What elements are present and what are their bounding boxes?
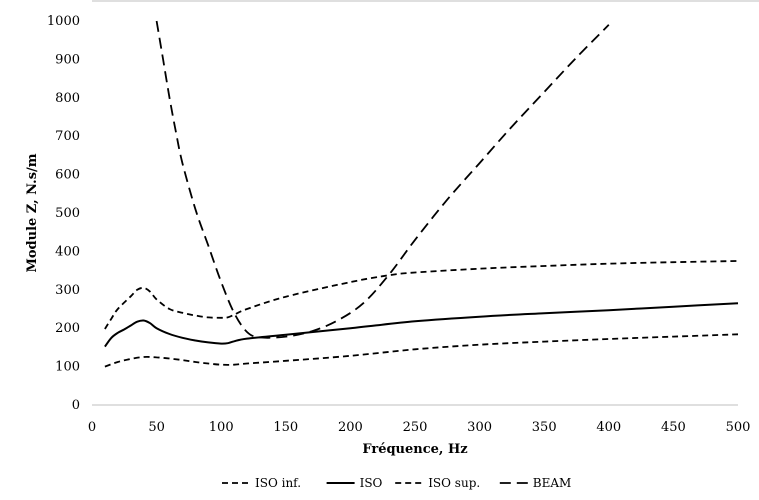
x-tick-label: 450 — [661, 420, 686, 435]
x-tick-label: 150 — [273, 420, 298, 435]
y-tick-label: 0 — [72, 398, 80, 413]
x-tick-label: 250 — [403, 420, 428, 435]
series-layer — [104, 20, 739, 368]
x-axis-title: Fréquence, Hz — [362, 442, 467, 457]
legend-item-iso-inf: ISO inf. — [222, 476, 301, 490]
y-tick-label: 600 — [55, 168, 80, 183]
x-tick-labels: 0 50 100 150 200 250 300 350 400 450 500 — [88, 420, 751, 435]
y-tick-label: 800 — [55, 91, 80, 106]
y-tick-label: 300 — [55, 283, 80, 298]
legend-label: ISO inf. — [255, 476, 301, 490]
legend-item-iso: ISO — [326, 476, 383, 490]
legend: ISO inf. ISO ISO sup. BEAM — [222, 476, 571, 490]
y-tick-label: 700 — [55, 129, 80, 144]
legend-label: BEAM — [533, 476, 572, 490]
x-tick-label: 400 — [596, 420, 621, 435]
x-tick-label: 100 — [209, 420, 234, 435]
y-tick-label: 900 — [55, 52, 80, 67]
y-tick-label: 1000 — [47, 14, 80, 29]
x-tick-label: 500 — [726, 420, 751, 435]
legend-label: ISO sup. — [428, 476, 480, 490]
y-tick-label: 400 — [55, 244, 80, 259]
x-tick-label: 200 — [338, 420, 363, 435]
y-tick-label: 100 — [55, 360, 80, 375]
x-tick-label: 0 — [88, 420, 96, 435]
legend-item-iso-sup: ISO sup. — [395, 476, 480, 490]
x-tick-label: 50 — [148, 420, 165, 435]
series-line-iso-sup — [104, 260, 739, 330]
legend-label: ISO — [360, 476, 383, 490]
y-axis-title: Module Z, N.s/m — [25, 153, 40, 272]
y-tick-labels: 0 100 200 300 400 500 600 700 800 900 1000 — [47, 14, 80, 413]
y-tick-label: 500 — [55, 206, 80, 221]
legend-item-beam: BEAM — [499, 476, 572, 490]
series-line-beam — [155, 20, 610, 339]
series-line-iso — [104, 302, 739, 348]
series-line-iso-inf — [104, 333, 739, 368]
x-tick-label: 350 — [532, 420, 557, 435]
x-tick-label: 300 — [467, 420, 492, 435]
y-tick-label: 200 — [55, 321, 80, 336]
